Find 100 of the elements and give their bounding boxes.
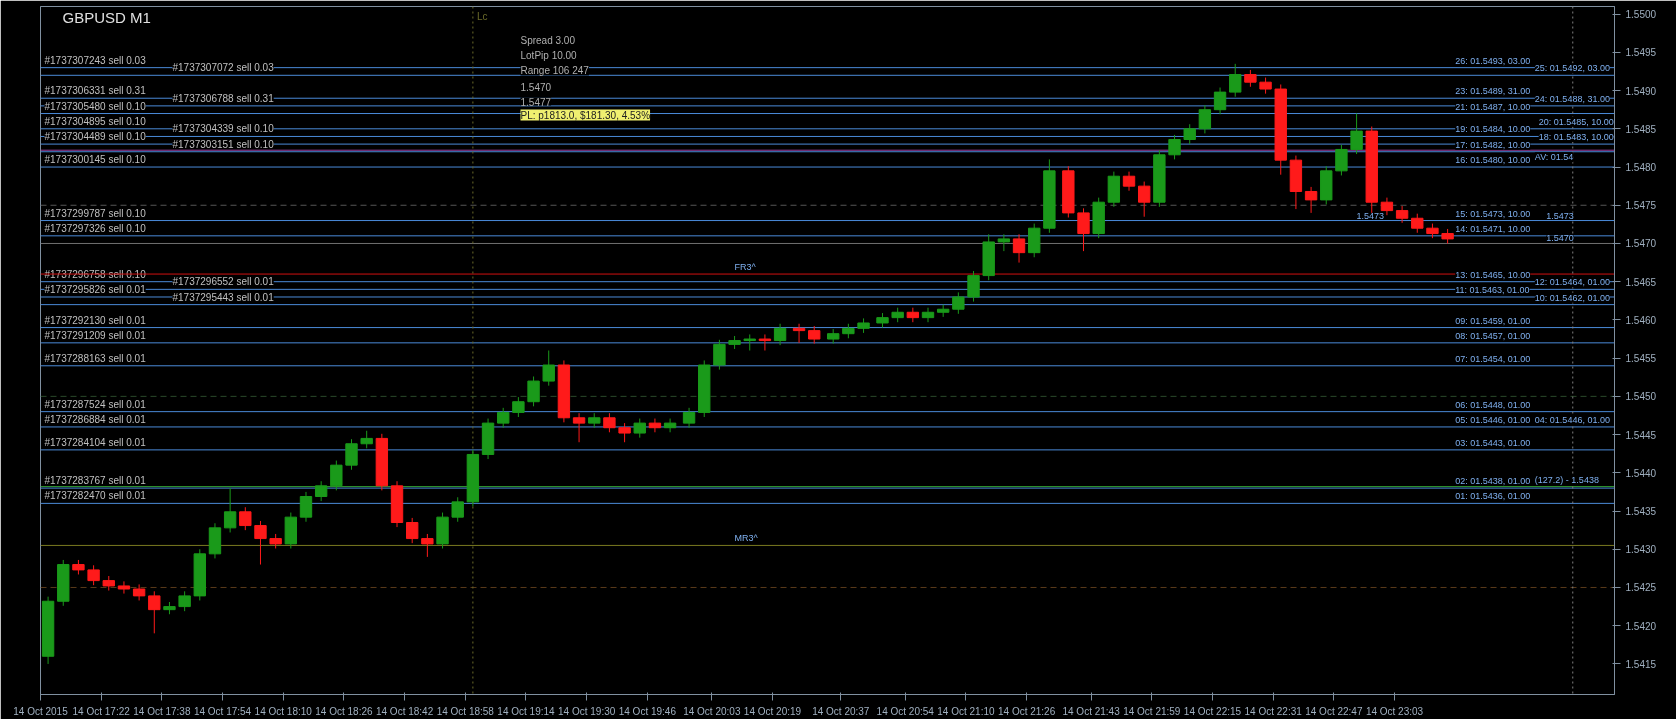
candlestick <box>1168 134 1181 160</box>
candlestick <box>633 418 646 439</box>
x-tick-label: 14 Oct 21:59 <box>1123 705 1181 717</box>
candlestick <box>421 533 434 558</box>
chart-title: GBPUSD M1 <box>62 8 151 26</box>
x-tick-label: 14 Oct 22:31 <box>1244 705 1303 717</box>
x-tick-label: 14 Oct 17:22 <box>72 705 131 717</box>
ref-line-label: #1737296552 sell 0.01 <box>172 276 275 288</box>
ref-line-label: #1737295826 sell 0.01 <box>44 283 147 295</box>
annotation: 12: 01.5464, 01.00 <box>1534 277 1610 288</box>
candlestick <box>451 496 464 523</box>
candlestick <box>1229 63 1242 98</box>
annotation: 26: 01.5493, 03.00 <box>1455 55 1531 66</box>
ref-line-label: #1737304489 sell 0.10 <box>44 131 147 143</box>
candlestick <box>497 407 510 429</box>
y-tick-label: 1.5455 <box>1625 353 1657 365</box>
candlestick <box>239 506 252 531</box>
annotation: 16: 01.5480, 10.00 <box>1455 155 1531 166</box>
candlestick <box>618 422 631 443</box>
candlestick <box>967 270 980 303</box>
candlestick <box>773 323 787 346</box>
ref-line-label: #1737305480 sell 0.10 <box>44 100 147 112</box>
annotation: 1.5470 <box>520 81 552 93</box>
annotation: 07: 01.5454, 01.00 <box>1455 353 1531 364</box>
ref-line-label: #1737304895 sell 0.10 <box>44 115 147 127</box>
candlestick <box>117 580 131 595</box>
annotation: 05: 01.5446, 01.00 <box>1455 414 1531 425</box>
annotation: 01: 01.5436, 01.00 <box>1455 491 1531 502</box>
y-tick-label: 1.5445 <box>1625 429 1657 441</box>
annotation: 14: 01.5471, 10.00 <box>1455 223 1531 234</box>
ref-line-label: #1737299787 sell 0.10 <box>44 207 147 219</box>
candlestick <box>921 307 935 323</box>
y-tick-label: 1.5425 <box>1625 582 1657 594</box>
ref-line-label: Lc <box>476 10 488 22</box>
x-tick-label: 14 Oct 17:54 <box>193 705 252 717</box>
x-tick-label: 14 Oct 19:30 <box>558 705 616 717</box>
candlestick <box>1335 144 1348 176</box>
x-tick-label: 14 Oct 22:15 <box>1183 705 1242 717</box>
annotation: LotPip 10.00 <box>520 49 578 61</box>
x-tick-label: 14 Oct 21:10 <box>937 705 996 717</box>
annotation: Range 106 247 <box>520 64 590 76</box>
candlestick <box>952 291 965 315</box>
candlestick <box>1198 104 1212 134</box>
ref-line-label: #1737300145 sell 0.10 <box>44 154 147 166</box>
x-tick-label: 14 Oct 20:03 <box>683 705 741 717</box>
candlestick <box>682 407 696 429</box>
candlestick <box>254 520 267 566</box>
y-tick-label: 1.5430 <box>1625 544 1657 556</box>
annotation: 24: 01.5488, 31.00 <box>1534 93 1610 104</box>
candlestick <box>603 412 616 433</box>
y-tick-label: 1.5490 <box>1625 85 1657 97</box>
x-tick-label: 14 Oct 20:54 <box>876 705 935 717</box>
annotation: 21: 01.5487, 10.00 <box>1455 101 1531 112</box>
y-tick-label: 1.5475 <box>1625 200 1657 212</box>
y-tick-label: 1.5480 <box>1625 162 1657 174</box>
annotation: 15: 01.5473, 10.00 <box>1455 208 1531 219</box>
ref-line-label: #1737283767 sell 0.01 <box>44 475 147 487</box>
candlestick <box>1304 186 1318 214</box>
ref-line-label: #1737306331 sell 0.31 <box>44 85 147 97</box>
annotation: 20: 01.5485, 10.00 <box>1538 116 1614 127</box>
y-tick-label: 1.5420 <box>1625 620 1657 632</box>
x-tick-label: 14 Oct 23:03 <box>1365 705 1424 717</box>
annotation: FR3^ <box>734 262 757 273</box>
candlestick <box>148 590 161 634</box>
candlestick <box>997 233 1011 252</box>
y-tick-label: 1.5495 <box>1625 47 1657 59</box>
ref-line-label: #1737295443 sell 0.01 <box>172 291 275 303</box>
annotation: 23: 01.5489, 31.00 <box>1455 86 1531 97</box>
candlestick <box>87 564 100 586</box>
x-tick-label: 14 Oct 21:43 <box>1062 705 1121 717</box>
annotation: 11: 01.5463, 01.00 <box>1455 284 1530 295</box>
x-tick-label: 14 Oct 2015 <box>13 705 69 717</box>
ref-line-label: #1737284104 sell 0.01 <box>44 436 147 448</box>
candlestick <box>758 333 772 351</box>
candlestick <box>1012 233 1026 264</box>
ref-line-label: #1737304339 sell 0.10 <box>172 123 275 135</box>
x-tick-label: 14 Oct 19:14 <box>497 705 556 717</box>
annotation: 02: 01.5438, 01.00 <box>1455 476 1531 487</box>
annotation: 17: 01.5482, 10.00 <box>1455 139 1531 150</box>
annotation: 03: 01.5443, 01.00 <box>1455 437 1531 448</box>
x-tick-label: 14 Oct 18:26 <box>315 705 373 717</box>
candlestick <box>1138 181 1151 218</box>
ref-line-label: #1737291209 sell 0.01 <box>44 329 147 341</box>
candlestick <box>178 590 191 612</box>
y-tick-label: 1.5460 <box>1625 314 1657 326</box>
annotation: 06: 01.5448, 01.00 <box>1455 399 1531 410</box>
candlestick <box>1183 123 1196 145</box>
y-tick-label: 1.5500 <box>1625 9 1657 21</box>
candlestick <box>572 412 586 443</box>
y-tick-label: 1.5485 <box>1625 123 1657 135</box>
candlestick <box>223 487 237 533</box>
y-tick-label: 1.5465 <box>1625 276 1657 288</box>
candlestick <box>527 375 540 407</box>
ref-line-label: #1737307072 sell 0.03 <box>172 62 275 74</box>
annotation: 19: 01.5484, 10.00 <box>1455 124 1531 135</box>
candlestick <box>1395 205 1409 224</box>
candlestick <box>648 418 662 433</box>
candlestick <box>542 350 555 387</box>
y-tick-label: 1.5435 <box>1625 506 1657 518</box>
y-tick-label: 1.5415 <box>1625 658 1657 670</box>
